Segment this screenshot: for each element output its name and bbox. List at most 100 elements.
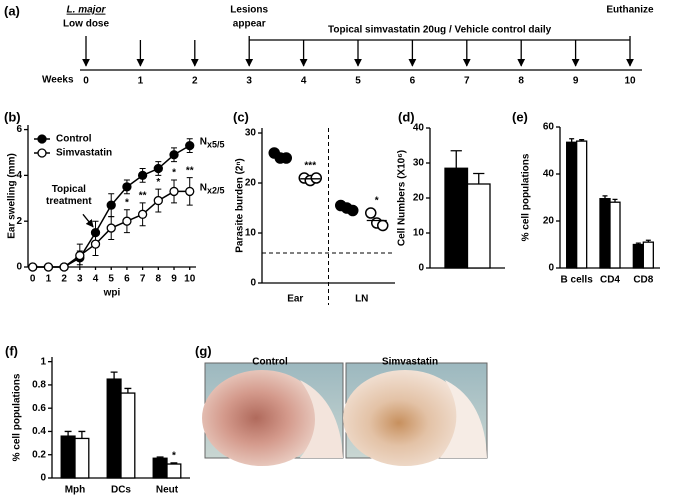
significance: ** <box>186 165 194 176</box>
marker <box>153 163 163 174</box>
y-tick-label: 0.2 <box>32 449 46 460</box>
marker <box>90 239 101 249</box>
y-tick-label: 0.4 <box>32 426 46 437</box>
week-label: 9 <box>573 76 579 87</box>
bar <box>152 457 168 479</box>
legend-label: Control <box>56 134 92 145</box>
x-tick-label: 3 <box>77 274 83 285</box>
significance: * <box>156 177 160 188</box>
annotation: Topical <box>52 184 86 195</box>
x-tick-label: CD8 <box>633 275 653 286</box>
significance: * <box>375 196 379 207</box>
bar <box>609 201 621 269</box>
photo-label: Simvastatin <box>382 357 438 368</box>
week-label: 7 <box>464 76 470 87</box>
y-tick-label: 0 <box>548 263 554 274</box>
y-tick-label: 40 <box>413 123 425 134</box>
y-tick-label: 20 <box>543 216 555 227</box>
y-axis-label: Cell Numbers (X10⁶) <box>397 150 408 246</box>
bar <box>74 437 90 479</box>
x-tick-label: 4 <box>93 274 99 285</box>
marker <box>122 182 132 192</box>
significance: ** <box>139 191 147 202</box>
panel-label: (e) <box>512 109 528 124</box>
ear-fold <box>300 380 343 458</box>
week-label: 1 <box>138 76 144 87</box>
y-tick-label: 30 <box>245 128 257 139</box>
x-tick-label: DCs <box>111 485 131 496</box>
error-bar <box>78 430 86 439</box>
y-tick-label: 1 <box>40 356 46 367</box>
week-label: 0 <box>83 76 89 87</box>
bar <box>466 183 491 269</box>
y-tick-label: 60 <box>543 122 555 133</box>
y-tick-label: 0 <box>250 278 256 289</box>
panel-label: (a) <box>4 3 20 18</box>
marker <box>28 262 38 272</box>
bar <box>566 141 578 269</box>
point <box>347 204 359 217</box>
photo-panel: (g) Control Simvastatin <box>195 343 488 466</box>
week-label: 5 <box>355 76 361 87</box>
marker <box>106 200 116 210</box>
x-tick-label: Neut <box>156 485 179 496</box>
marker <box>185 186 195 197</box>
x-tick-label: 0 <box>30 274 36 285</box>
x-tick-label: 9 <box>171 274 177 285</box>
error-bar <box>450 150 462 169</box>
bar <box>599 198 611 269</box>
marker <box>169 186 179 197</box>
y-axis-label: % cell populations <box>521 153 532 241</box>
end-label: Nx2/5 <box>200 182 225 196</box>
point <box>365 207 377 219</box>
x-tick-label: B cells <box>561 275 594 286</box>
ear-control <box>202 370 322 466</box>
y-tick-label: 20 <box>245 178 257 189</box>
x-tick-label: 6 <box>124 274 130 285</box>
ear-simvastatin <box>343 370 467 466</box>
panel-label: (c) <box>233 109 249 124</box>
marker <box>75 250 85 261</box>
error-bar <box>124 387 132 394</box>
week-label: 6 <box>410 76 416 87</box>
ear-fold <box>440 380 487 458</box>
end-label-sub: x5/5 <box>207 140 225 150</box>
event-label: Euthanize <box>606 5 654 16</box>
end-label: Nx5/5 <box>200 136 225 150</box>
annotation-arrow <box>82 213 94 228</box>
marker <box>169 150 179 160</box>
event-label: L. major <box>67 5 107 16</box>
week-label: 10 <box>624 76 636 87</box>
y-tick-label: 0 <box>418 263 424 274</box>
legend-marker <box>37 134 47 144</box>
x-tick-label: LN <box>355 294 368 305</box>
y-tick-label: 30 <box>413 158 425 169</box>
end-label-main: N <box>200 136 207 147</box>
y-tick-label: 0.8 <box>32 380 46 391</box>
y-tick-label: 10 <box>245 228 257 239</box>
point <box>310 172 322 184</box>
marker <box>43 262 54 272</box>
panel-label: (f) <box>5 343 18 358</box>
x-tick-label: 10 <box>184 274 196 285</box>
x-tick-label: 8 <box>156 274 162 285</box>
y-tick-label: 0 <box>16 262 22 273</box>
photo-label: Control <box>252 357 288 368</box>
y-tick-label: 2 <box>16 216 22 227</box>
point <box>280 152 292 164</box>
marker <box>122 216 132 226</box>
y-tick-label: 10 <box>413 228 425 239</box>
legend-label: Simvastatin <box>56 148 112 159</box>
legend-marker <box>37 148 47 158</box>
panel-label: (b) <box>4 109 21 124</box>
bar <box>576 140 588 269</box>
end-label-sub: x2/5 <box>207 186 225 196</box>
week-label: 8 <box>518 76 524 87</box>
y-axis-label: Ear swelling (mm) <box>7 153 18 239</box>
significance: * <box>125 197 129 208</box>
end-label-main: N <box>200 182 207 193</box>
bar <box>642 241 654 269</box>
y-tick-label: 0 <box>40 473 46 484</box>
marker <box>59 262 69 272</box>
